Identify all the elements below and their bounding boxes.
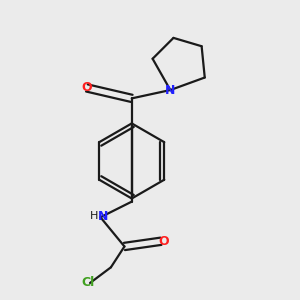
Text: Cl: Cl — [82, 277, 95, 290]
Text: O: O — [158, 235, 169, 248]
Text: N: N — [165, 83, 175, 97]
Text: O: O — [82, 81, 92, 94]
Text: N: N — [98, 210, 108, 223]
Text: H: H — [89, 211, 98, 221]
